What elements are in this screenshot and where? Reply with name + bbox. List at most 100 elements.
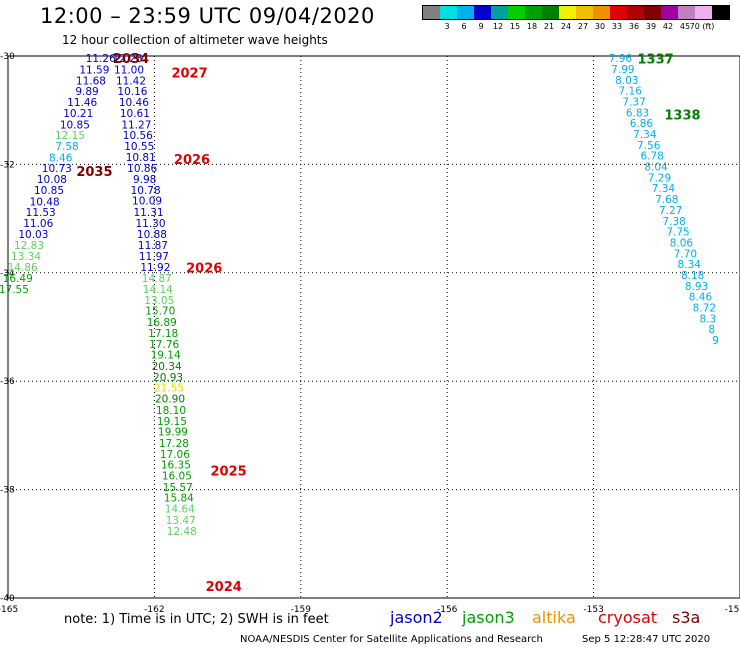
swh-value: 13.34 bbox=[11, 251, 41, 263]
pass-time-label: 1337 bbox=[638, 53, 674, 68]
legend-swatch bbox=[457, 6, 474, 19]
swh-value: 10.73 bbox=[42, 163, 72, 175]
legend-label: 21 bbox=[543, 22, 555, 31]
legend-swatch bbox=[610, 6, 627, 19]
legend-swatch bbox=[678, 6, 695, 19]
swh-track-b: 12.2311.0011.4210.1610.4610.6111.2710.56… bbox=[113, 53, 197, 538]
legend-swatch bbox=[474, 6, 491, 19]
swh-value: 9.89 bbox=[75, 86, 98, 98]
swh-value: 14.14 bbox=[143, 284, 173, 296]
swh-value: 8 bbox=[708, 324, 715, 336]
legend-swatch bbox=[491, 6, 508, 19]
legend-label: 24 bbox=[560, 22, 572, 31]
satellite-s3a: s3a bbox=[672, 608, 701, 627]
swh-value: 11.68 bbox=[76, 75, 106, 87]
y-tick-label: -38 bbox=[0, 486, 15, 496]
swh-value: 12.15 bbox=[55, 130, 85, 142]
footer-note: note: 1) Time is in UTC; 2) SWH is in fe… bbox=[64, 612, 329, 627]
swh-value: 14.86 bbox=[8, 262, 38, 274]
swh-value: 11.53 bbox=[26, 207, 56, 219]
legend-swatch bbox=[695, 6, 712, 19]
legend-label: 18 bbox=[526, 22, 538, 31]
swh-value: 7.34 bbox=[652, 183, 676, 195]
legend-label: 9 bbox=[478, 22, 484, 31]
x-tick-label: -162 bbox=[144, 605, 164, 615]
swh-value: 8.3 bbox=[699, 313, 716, 325]
swh-value: 11.59 bbox=[79, 65, 109, 77]
x-tick-label: -159 bbox=[291, 605, 312, 615]
swh-value: 20.90 bbox=[155, 394, 185, 406]
swh-value: 20.93 bbox=[153, 372, 183, 384]
legend-label: 45 bbox=[679, 22, 691, 31]
y-tick-label: -30 bbox=[0, 52, 15, 62]
legend-swatch bbox=[593, 6, 610, 19]
legend-swatch bbox=[440, 6, 457, 19]
swh-value: 8.72 bbox=[693, 302, 716, 314]
swh-value: 12.83 bbox=[14, 240, 44, 252]
swh-value: 10.86 bbox=[127, 163, 157, 175]
legend-label: 15 bbox=[509, 22, 521, 31]
legend-label: 33 bbox=[611, 22, 623, 31]
grid-lines bbox=[8, 56, 740, 598]
legend-labels: 3 6 9 12 15 18 21 24 27 30 33 36 39 42 45 70 (ft) bbox=[422, 20, 730, 32]
swh-value: 10.85 bbox=[34, 185, 64, 197]
swh-value: 7.34 bbox=[633, 129, 657, 141]
x-tick-label: -153 bbox=[583, 605, 603, 615]
swh-value: 16.89 bbox=[147, 317, 177, 329]
swh-value: 8.46 bbox=[49, 152, 73, 164]
swh-value: 17.06 bbox=[160, 449, 190, 461]
swh-value: 14.87 bbox=[142, 273, 172, 285]
swh-value: 8.34 bbox=[678, 259, 702, 271]
legend-label: 70 (ft) bbox=[689, 22, 715, 31]
swh-value: 11.46 bbox=[67, 97, 97, 109]
swh-value: 16.35 bbox=[161, 460, 191, 472]
swh-value: 6.78 bbox=[640, 151, 663, 163]
page-subtitle: 12 hour collection of altimeter wave hei… bbox=[62, 33, 328, 47]
swh-value: 7.75 bbox=[666, 227, 689, 239]
swh-value: 19.15 bbox=[157, 416, 187, 428]
swh-value: 10.88 bbox=[137, 229, 167, 241]
legend-swatch bbox=[576, 6, 593, 19]
legend-swatches bbox=[422, 5, 730, 20]
legend-swatch bbox=[525, 6, 542, 19]
legend-swatch bbox=[644, 6, 661, 19]
swh-value: 8.03 bbox=[615, 75, 638, 87]
color-legend: 3 6 9 12 15 18 21 24 27 30 33 36 39 42 45 70 (ft) bbox=[422, 5, 730, 32]
swh-value: 11.97 bbox=[139, 251, 169, 263]
swh-value: 6.83 bbox=[626, 107, 649, 119]
swh-value: 20.34 bbox=[152, 361, 182, 373]
y-tick-label: -32 bbox=[0, 160, 15, 170]
pass-time-label: 2035 bbox=[76, 165, 112, 180]
satellite-cryosat: cryosat bbox=[598, 608, 658, 627]
swh-value: 10.81 bbox=[126, 152, 156, 164]
swh-value: 7.70 bbox=[674, 248, 697, 260]
swh-value: 11.42 bbox=[116, 75, 146, 87]
swh-value: 7.56 bbox=[637, 140, 661, 152]
pass-time-label: 2026 bbox=[186, 261, 222, 276]
swh-value: 11.27 bbox=[121, 119, 151, 131]
swh-value: 10.08 bbox=[37, 174, 67, 186]
swh-value: 7.58 bbox=[55, 141, 78, 153]
swh-value: 6.86 bbox=[630, 118, 654, 130]
legend-swatch bbox=[423, 6, 440, 19]
y-tick-label: -36 bbox=[0, 377, 15, 387]
swh-value: 7.96 bbox=[609, 53, 633, 65]
swh-value: 10.46 bbox=[119, 97, 149, 109]
legend-swatch bbox=[627, 6, 644, 19]
legend-swatch bbox=[661, 6, 678, 19]
swh-value: 18.10 bbox=[156, 405, 186, 417]
swh-value: 19.99 bbox=[158, 427, 188, 439]
map-frame bbox=[7, 55, 740, 599]
pass-time-label: 2027 bbox=[171, 66, 207, 81]
swh-value: 15.57 bbox=[163, 482, 193, 494]
pass-time-label: 2025 bbox=[211, 465, 247, 480]
legend-swatch bbox=[559, 6, 576, 19]
swh-value: 11.26 bbox=[86, 53, 116, 65]
swh-value: 11.06 bbox=[23, 218, 53, 230]
swh-value: 10.78 bbox=[131, 185, 161, 197]
swh-value: 7.38 bbox=[662, 216, 685, 228]
swh-value: 8.46 bbox=[689, 292, 713, 304]
tick-labels: -165 -162 -159 -156 -153 -15 -30 -32 -34 -36 -38 -4… bbox=[0, 52, 739, 615]
swh-value: 9.98 bbox=[133, 174, 156, 186]
